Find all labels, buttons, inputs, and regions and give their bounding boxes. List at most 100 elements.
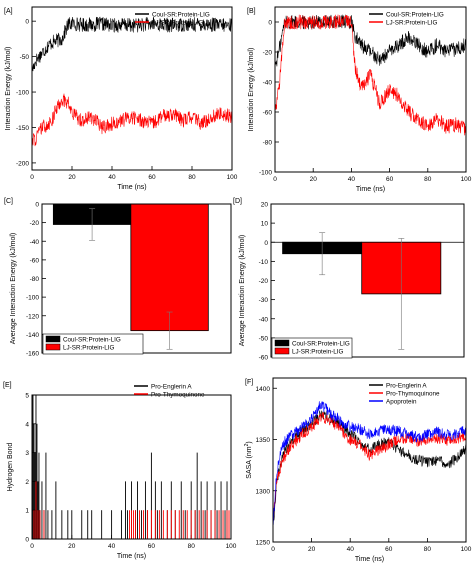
y-tick-label: 1300 xyxy=(256,488,271,495)
legend-entry: LJ-SR:Protein-LIG xyxy=(292,349,344,356)
y-tick-label: -10 xyxy=(259,259,269,266)
x-tick-label: 60 xyxy=(148,543,156,550)
legend-entry: LJ-SR:Protein-LIG xyxy=(63,345,115,352)
y-tick-label: -20 xyxy=(259,278,269,285)
plot-frame xyxy=(270,203,465,358)
y-tick-label: -50 xyxy=(259,335,269,342)
legend-entry: Coul-SR:Protein-LIG xyxy=(63,337,121,344)
y-tick-label: -100 xyxy=(26,295,39,302)
y-tick-label: -40 xyxy=(259,316,269,323)
panel-label: [E] xyxy=(3,382,12,389)
y-tick-label: 1400 xyxy=(256,386,271,393)
y-tick-label: 0 xyxy=(264,240,268,247)
panel-e: 0 1 2 3 4 5 0 20 40 60 80 100 [E] Time (ns) Hydrogen B… xyxy=(3,382,237,560)
y-tick-label: -150 xyxy=(16,125,29,132)
panel-f: 1250 1300 1350 1400 0 20 40 60 80 100 [F] Time (ns)… xyxy=(244,377,472,563)
x-tick-label: 20 xyxy=(310,176,318,183)
legend-swatch xyxy=(274,347,290,355)
x-tick-label: 20 xyxy=(68,543,76,550)
legend-entry: LJ-SR:Protein-LIG xyxy=(386,20,438,27)
y-tick-label: -50 xyxy=(20,54,30,61)
x-tick-label: 80 xyxy=(188,543,196,550)
y-tick-label: -60 xyxy=(263,110,273,117)
y-tick-label: 2 xyxy=(25,479,29,486)
x-axis-label: Time (ns) xyxy=(355,556,384,563)
y-tick-label: -60 xyxy=(30,257,40,264)
panel-label: [F] xyxy=(245,379,253,386)
x-tick-label: 20 xyxy=(308,546,316,553)
y-tick-label: -100 xyxy=(16,90,29,97)
y-tick-label: -40 xyxy=(30,239,40,246)
y-tick-label: -100 xyxy=(259,170,272,177)
y-axis-label: Hydrogen Bond xyxy=(7,443,14,492)
y-tick-label: -60 xyxy=(259,355,269,362)
legend-entry: Coul-SR:Protein-LIG xyxy=(152,12,210,19)
legend-swatch xyxy=(45,343,61,351)
y-tick-label: 0 xyxy=(25,19,29,26)
y-tick-label: 5 xyxy=(25,393,29,400)
x-tick-label: 80 xyxy=(424,546,432,553)
bar-2 xyxy=(130,203,209,332)
series-line-1 xyxy=(273,410,466,529)
x-tick-label: 0 xyxy=(30,174,34,181)
panel-c: 0 -20 -40 -60 -80 -100 -120 -140 -160 [C] Average … xyxy=(4,198,232,358)
series-line-3 xyxy=(273,401,466,525)
plot-frame xyxy=(274,6,467,173)
plot-frame xyxy=(31,394,232,540)
y-tick-label: -20 xyxy=(30,220,40,227)
legend-entry: Apoprotein xyxy=(386,399,417,406)
x-tick-label: 100 xyxy=(226,543,237,550)
legend-entry: LJ-SR:Protein-LIG xyxy=(152,20,204,27)
y-tick-label: 10 xyxy=(261,221,269,228)
legend-entry: Pro-Englerin A xyxy=(151,384,192,391)
legend-entry: Pro-Thymoquinone xyxy=(386,391,440,398)
x-tick-label: 100 xyxy=(227,174,238,181)
panel-label: [C] xyxy=(4,198,13,205)
y-axis-label: SASA (nm2) xyxy=(244,441,253,478)
legend-entry: Pro-Thymoquinone xyxy=(151,392,205,399)
x-tick-label: 20 xyxy=(68,174,76,181)
x-tick-label: 100 xyxy=(461,546,472,553)
x-tick-label: 100 xyxy=(461,176,472,183)
legend-entry: Pro-Englerin A xyxy=(386,383,427,390)
x-tick-label: 60 xyxy=(386,176,394,183)
panel-label: [B] xyxy=(247,8,256,15)
panel-label: [A] xyxy=(4,8,13,15)
legend-entry: Coul-SR:Protein-LIG xyxy=(292,341,350,348)
legend-entry: Coul-SR:Protein-LIG xyxy=(386,12,444,19)
y-axis-label: Interaction Energy (kJ/mol) xyxy=(5,47,12,131)
series-line-2 xyxy=(32,93,232,147)
y-tick-label: -40 xyxy=(263,80,273,87)
y-axis-label: Average Interaction Energy (kJ/mol) xyxy=(10,233,17,345)
x-axis-label: Time (ns) xyxy=(117,553,146,560)
y-tick-label: 20 xyxy=(261,202,269,209)
y-tick-label: -120 xyxy=(26,313,39,320)
y-tick-label: 0 xyxy=(35,202,39,209)
y-tick-label: 1350 xyxy=(256,437,271,444)
panel-label: [D] xyxy=(233,198,242,205)
legend-swatch xyxy=(274,339,290,347)
x-tick-label: 0 xyxy=(271,546,275,553)
series-line-2 xyxy=(275,14,466,136)
y-tick-label: -20 xyxy=(263,50,273,57)
y-axis-label: Average Interaction Energy (kJ/mol) xyxy=(239,235,246,347)
y-tick-label: -80 xyxy=(263,140,273,147)
y-tick-label: 4 xyxy=(25,421,29,428)
x-tick-label: 60 xyxy=(148,174,156,181)
plot-frame xyxy=(272,377,467,543)
y-tick-label: -160 xyxy=(26,351,39,358)
y-tick-label: -30 xyxy=(259,297,269,304)
panel-d: 20 10 0 -10 -20 -30 -40 -50 -60 [D] Average Intera… xyxy=(233,198,465,362)
y-tick-label: 0 xyxy=(268,20,272,27)
y-tick-label: 3 xyxy=(25,450,29,457)
x-tick-label: 60 xyxy=(385,546,393,553)
y-tick-label: -200 xyxy=(16,160,29,167)
y-axis-label: Interaction Energy (kJ/mol) xyxy=(248,48,255,132)
